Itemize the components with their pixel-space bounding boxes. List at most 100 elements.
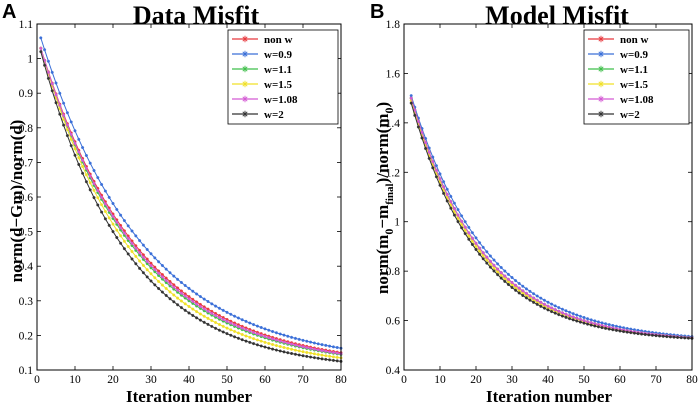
xtick-label: 10 <box>69 374 81 386</box>
data-point <box>539 296 543 300</box>
data-point <box>214 326 218 330</box>
data-point <box>463 228 467 232</box>
data-point <box>409 101 413 105</box>
xtick-label: 60 <box>614 374 626 386</box>
data-point <box>225 326 229 330</box>
data-point <box>73 141 77 145</box>
data-point <box>632 328 636 332</box>
data-point <box>521 284 525 288</box>
data-point <box>488 262 492 266</box>
data-point <box>225 319 229 323</box>
data-point <box>328 350 332 354</box>
data-point <box>463 232 467 236</box>
data-point <box>100 195 104 199</box>
data-point <box>157 269 161 273</box>
data-point <box>528 294 532 298</box>
panel-b-yticks: 0.4 0.6 0.8 1 1.2 1.4 1.6 1.8 <box>386 19 692 377</box>
data-point <box>290 335 294 339</box>
data-point <box>271 347 275 351</box>
data-point <box>427 150 431 154</box>
data-point <box>62 123 66 127</box>
data-point <box>309 355 313 359</box>
data-point <box>282 340 286 344</box>
data-point <box>492 263 496 267</box>
data-point <box>115 220 119 224</box>
data-point <box>252 323 256 327</box>
data-point <box>434 175 438 179</box>
data-point <box>54 81 58 85</box>
data-point <box>157 279 161 283</box>
data-point <box>496 273 500 277</box>
data-point <box>654 334 658 338</box>
data-point <box>214 313 218 317</box>
data-point <box>179 299 183 303</box>
data-point <box>596 320 600 324</box>
data-point <box>571 315 575 319</box>
data-point <box>221 317 225 321</box>
data-point <box>514 288 518 292</box>
ytick-label: 1.4 <box>386 118 401 130</box>
data-point <box>179 280 183 284</box>
data-point <box>225 332 229 336</box>
xtick-label: 70 <box>297 374 309 386</box>
data-point <box>604 326 608 330</box>
data-point <box>485 250 489 254</box>
data-point <box>578 317 582 321</box>
data-point <box>434 168 438 172</box>
data-point <box>141 263 145 267</box>
data-point <box>445 199 449 203</box>
data-point <box>596 325 600 329</box>
data-point <box>195 310 199 314</box>
data-point <box>278 349 282 353</box>
legend-marker <box>241 50 249 58</box>
data-point <box>438 183 442 187</box>
ytick-label: 1 <box>394 217 400 229</box>
data-point <box>214 304 218 308</box>
data-point <box>488 259 492 263</box>
data-point <box>546 300 550 304</box>
data-point <box>92 196 96 200</box>
data-point <box>492 258 496 262</box>
data-point <box>202 297 206 301</box>
data-point <box>236 316 240 320</box>
data-point <box>172 293 176 297</box>
data-point <box>210 311 214 315</box>
data-point <box>195 316 199 320</box>
data-point <box>221 330 225 334</box>
data-point <box>643 332 647 336</box>
series-w-2 <box>39 50 343 363</box>
ytick-label: 1.6 <box>386 68 401 80</box>
data-point <box>463 225 467 229</box>
ytick-label: 0.3 <box>19 296 34 308</box>
legend-label: w=2 <box>264 109 284 121</box>
xtick-label: 20 <box>470 374 482 386</box>
data-point <box>514 283 518 287</box>
series-line <box>410 97 693 339</box>
data-point <box>521 289 525 293</box>
data-point <box>122 219 126 223</box>
data-point <box>263 340 267 344</box>
legend-label: w=1.08 <box>620 94 654 106</box>
data-point <box>449 203 453 207</box>
data-point <box>244 328 248 332</box>
data-point <box>183 308 187 312</box>
data-point <box>496 262 500 266</box>
series-w-2 <box>409 101 694 340</box>
legend-marker <box>241 110 249 118</box>
legend-label: w=1.1 <box>620 64 648 76</box>
data-point <box>111 230 115 234</box>
data-point <box>420 130 424 134</box>
data-point <box>81 164 85 168</box>
data-point <box>413 108 417 112</box>
data-point <box>434 164 438 168</box>
data-point <box>301 354 305 358</box>
data-point <box>164 267 168 271</box>
data-point <box>499 266 503 270</box>
legend-item: w=1.5 <box>232 79 292 91</box>
data-point <box>301 350 305 354</box>
data-point <box>452 207 456 211</box>
data-point <box>460 219 464 223</box>
data-point <box>542 302 546 306</box>
data-point <box>456 213 460 217</box>
ytick-label: 1 <box>27 54 33 66</box>
